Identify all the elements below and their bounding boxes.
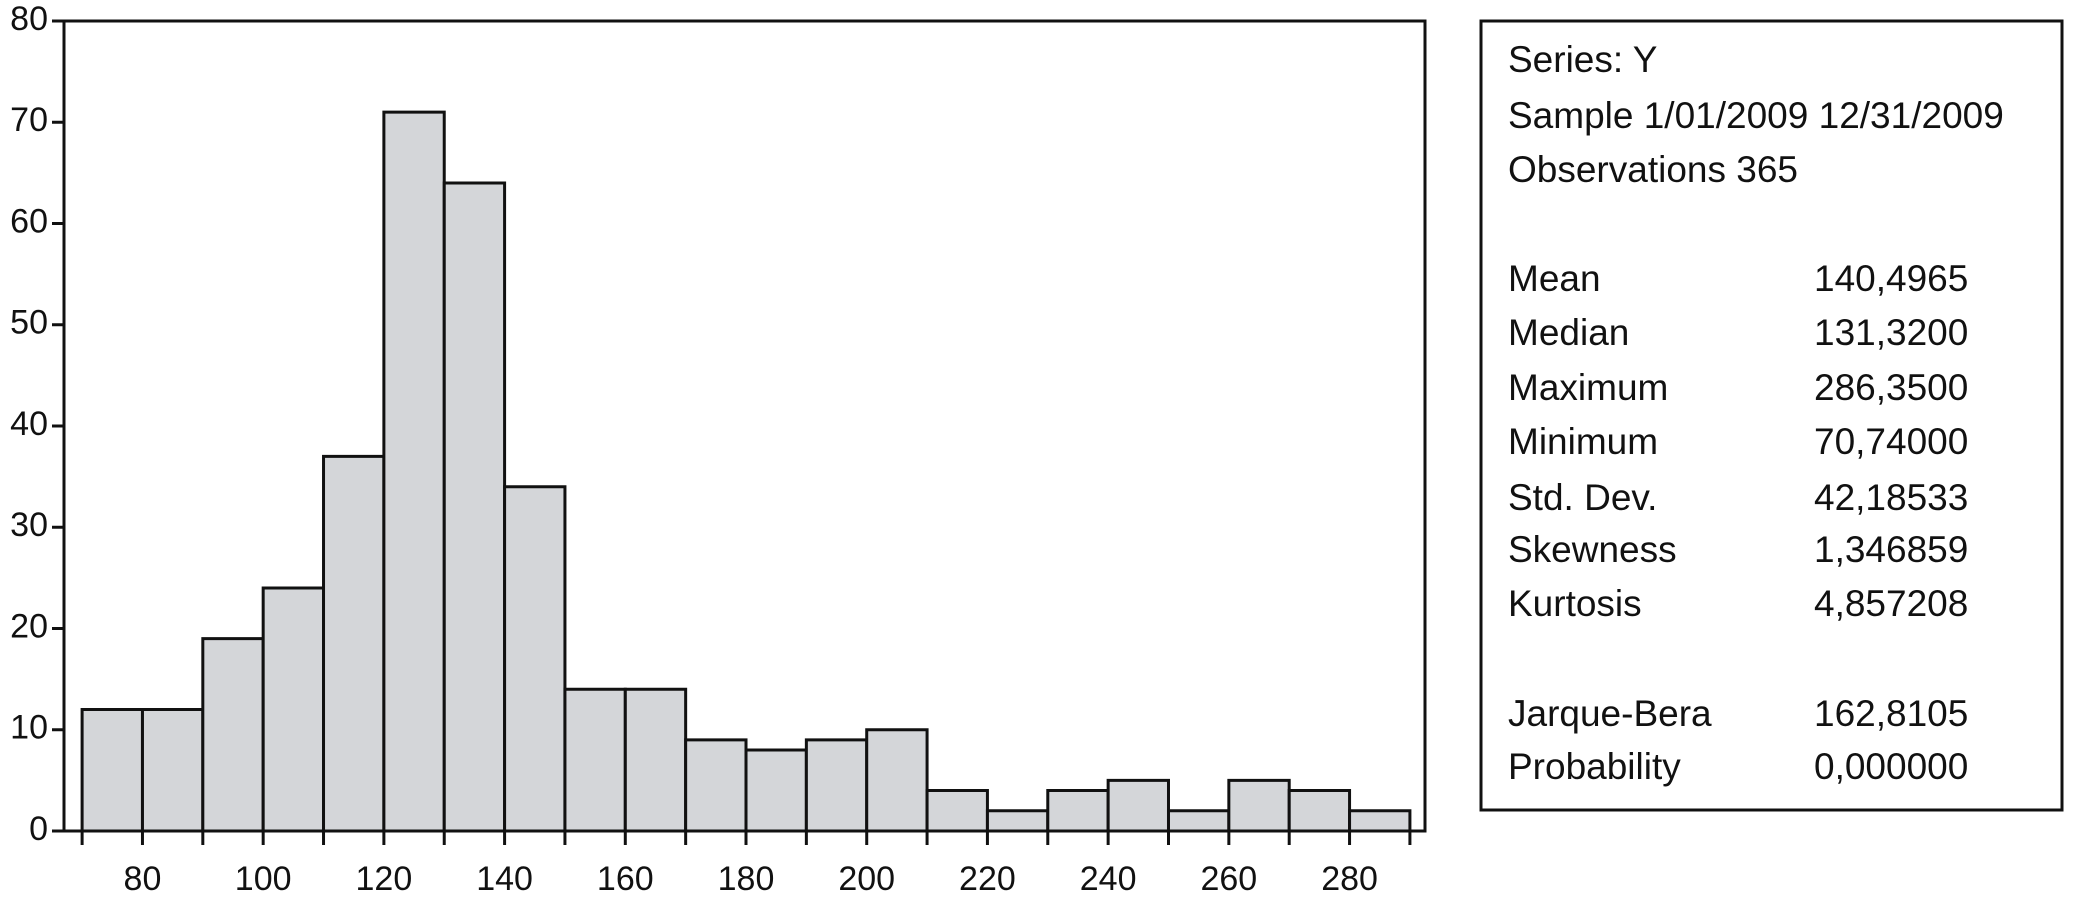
- stat-label: Jarque-Bera: [1508, 693, 1712, 734]
- stats-header: Sample 1/01/2009 12/31/2009: [1508, 95, 2004, 136]
- stat-value: 1,346859: [1814, 529, 1968, 570]
- bar: [985, 809, 1050, 833]
- bar: [322, 454, 386, 833]
- y-tick-label: 10: [10, 709, 48, 747]
- y-tick-label: 0: [29, 810, 48, 848]
- stats-header: Observations 365: [1508, 149, 1798, 190]
- stat-label: Probability: [1508, 746, 1681, 787]
- stat-label: Std. Dev.: [1508, 477, 1657, 518]
- stat-label: Maximum: [1508, 367, 1668, 408]
- stats-header: Series: Y: [1508, 39, 1657, 80]
- stat-label: Skewness: [1508, 529, 1677, 570]
- x-tick-label: 100: [235, 860, 292, 898]
- x-tick-label: 240: [1080, 860, 1137, 898]
- bar: [201, 637, 265, 833]
- bar: [744, 748, 808, 833]
- x-tick-label: 280: [1321, 860, 1378, 898]
- bar: [1046, 789, 1110, 833]
- stat-label: Kurtosis: [1508, 583, 1642, 624]
- x-tick-label: 140: [476, 860, 533, 898]
- x-tick-label: 160: [597, 860, 654, 898]
- bar: [382, 110, 446, 833]
- y-tick-label: 20: [10, 607, 48, 645]
- stat-label: Mean: [1508, 258, 1601, 299]
- stat-value: 140,4965: [1814, 258, 1968, 299]
- bar: [140, 708, 205, 833]
- y-tick-label: 70: [10, 101, 48, 139]
- x-tick-label: 260: [1200, 860, 1257, 898]
- stat-label: Median: [1508, 312, 1629, 353]
- bar: [442, 181, 507, 833]
- bar: [804, 738, 869, 833]
- bar: [1287, 789, 1352, 833]
- bar: [925, 789, 989, 833]
- bar: [80, 708, 144, 833]
- y-tick-label: 80: [10, 0, 48, 38]
- bar: [865, 728, 929, 833]
- stat-label: Minimum: [1508, 421, 1658, 462]
- stats-panel: [1479, 19, 2064, 812]
- bar: [1106, 778, 1170, 833]
- bar: [503, 485, 567, 833]
- stat-value: 286,3500: [1814, 367, 1968, 408]
- x-tick-label: 220: [959, 860, 1016, 898]
- bar: [1227, 778, 1291, 833]
- x-tick-label: 80: [124, 860, 162, 898]
- stat-value: 162,8105: [1814, 693, 1968, 734]
- bar: [684, 738, 748, 833]
- stat-value: 42,18533: [1814, 477, 1968, 518]
- y-tick-label: 40: [10, 405, 48, 443]
- stat-value: 131,3200: [1814, 312, 1968, 353]
- stat-value: 0,000000: [1814, 746, 1968, 787]
- bar: [1166, 809, 1231, 833]
- x-tick-label: 200: [838, 860, 895, 898]
- y-tick-label: 60: [10, 202, 48, 240]
- y-tick-label: 30: [10, 506, 48, 544]
- y-tick-label: 50: [10, 304, 48, 342]
- stat-value: 4,857208: [1814, 583, 1968, 624]
- bar: [563, 687, 627, 833]
- x-tick-label: 180: [718, 860, 775, 898]
- bar: [623, 687, 688, 833]
- bar: [1348, 809, 1412, 833]
- stat-value: 70,74000: [1814, 421, 1968, 462]
- x-tick-label: 120: [356, 860, 413, 898]
- bar: [261, 586, 326, 833]
